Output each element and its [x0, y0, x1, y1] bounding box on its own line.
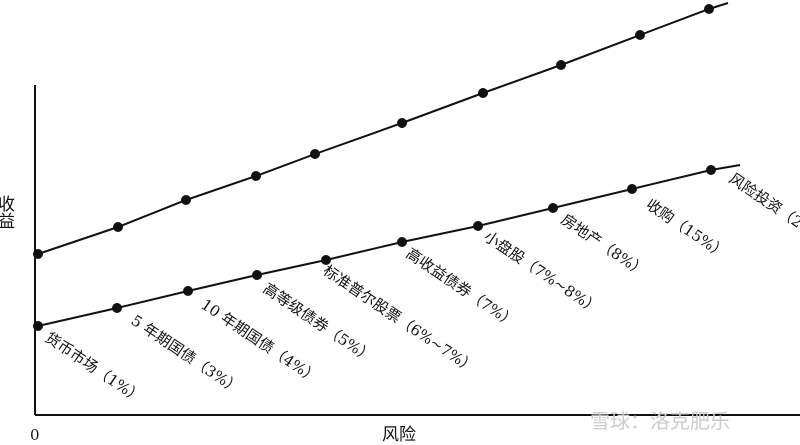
watermark: 雪球：洛克肥乐	[590, 409, 730, 433]
x-axis-label: 风险	[382, 425, 416, 445]
dot	[181, 195, 191, 205]
dot	[473, 221, 483, 231]
dots	[33, 4, 716, 331]
dot	[183, 286, 193, 296]
y-axis-label: 收益	[0, 195, 15, 229]
origin-label: 0	[30, 426, 40, 444]
dot	[635, 30, 645, 40]
dot	[397, 118, 407, 128]
upper-line	[37, 2, 729, 255]
dot	[321, 255, 331, 265]
dot	[310, 149, 320, 159]
risk-label: 房地产（8%）	[558, 210, 650, 280]
dot	[704, 4, 714, 14]
dot	[252, 270, 262, 280]
risk-label: 风险投资（20%）	[726, 169, 800, 253]
dot	[113, 222, 123, 232]
risk-label: 货币市场（1%）	[42, 328, 146, 407]
risk-label: 收购（15%）	[643, 195, 730, 262]
dot	[627, 184, 637, 194]
dot	[33, 321, 43, 331]
dot	[548, 203, 558, 213]
dot	[706, 165, 716, 175]
risk-label: 高收益债券（7%）	[403, 244, 520, 331]
dot	[556, 60, 566, 70]
dot	[251, 171, 261, 181]
labels: 货币市场（1%）5 年期国债（3%）10 年期国债（4%）高等级债券（5%）标准…	[42, 169, 800, 407]
dot	[397, 237, 407, 247]
dot	[112, 303, 122, 313]
dot	[33, 249, 43, 259]
dot	[478, 88, 488, 98]
